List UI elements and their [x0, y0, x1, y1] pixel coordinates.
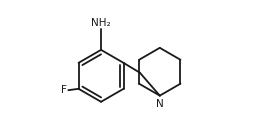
Text: F: F: [61, 85, 67, 95]
Text: N: N: [156, 99, 164, 109]
Text: NH₂: NH₂: [91, 18, 111, 28]
